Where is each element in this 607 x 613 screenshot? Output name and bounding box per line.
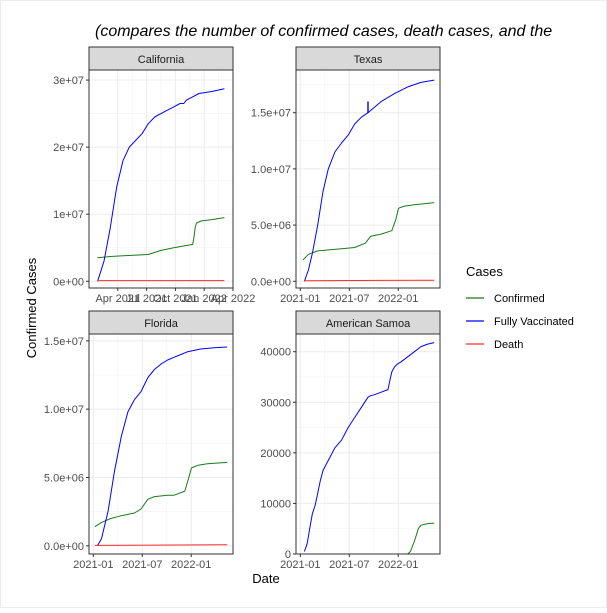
y-tick-label: 0.0e+00 bbox=[251, 276, 291, 288]
y-tick-label: 1.5e+07 bbox=[44, 336, 84, 348]
y-tick-label: 30000 bbox=[260, 397, 291, 409]
panel-title-texas: Texas bbox=[354, 54, 383, 66]
y-tick-label: 1.0e+07 bbox=[251, 164, 291, 176]
legend-entry-death: Death bbox=[466, 339, 523, 351]
series-line-confirmed-california bbox=[97, 217, 225, 259]
panel-border-texas bbox=[295, 69, 441, 289]
legend-label-death: Death bbox=[494, 339, 523, 351]
x-tick-label: Oct 2021 bbox=[153, 293, 198, 305]
x-tick-label: Apr 2021 bbox=[95, 293, 140, 305]
series-line-fully-vaccinated-california bbox=[97, 88, 225, 282]
x-tick-label: 2021-07 bbox=[329, 559, 369, 571]
x-tick-label: 2021-01 bbox=[280, 559, 320, 571]
y-tick-label: 40000 bbox=[260, 347, 291, 359]
x-tick-label: Jul 2021 bbox=[126, 293, 168, 305]
y-tick-label: 20000 bbox=[260, 448, 291, 460]
series-line-fully-vaccinated-texas bbox=[303, 79, 435, 282]
panel-title-florida: Florida bbox=[144, 318, 179, 330]
y-tick-label: 5.0e+06 bbox=[251, 220, 291, 232]
legend-entry-confirmed: Confirmed bbox=[466, 293, 545, 305]
panel-title-american-samoa: American Samoa bbox=[326, 318, 411, 330]
legend-entry-fully-vaccinated: Fully Vaccinated bbox=[466, 316, 574, 328]
legend: Cases Confirmed Fully Vaccinated Death bbox=[466, 264, 574, 351]
y-tick-label: 0.0e+00 bbox=[44, 541, 84, 553]
x-tick-label: 2022-01 bbox=[171, 559, 211, 571]
legend-label-confirmed: Confirmed bbox=[494, 293, 545, 305]
x-tick-label: Jan 2022 bbox=[182, 293, 227, 305]
x-tick-label: 2021-01 bbox=[73, 559, 113, 571]
facet-panels: California 0e+00 1e+07 2e+07 3e+07 Apr 2021Ju… bbox=[44, 46, 441, 571]
chart-title: (compares the number of confirmed cases,… bbox=[95, 23, 552, 40]
series-line-fully-vaccinated-american-samoa bbox=[303, 342, 435, 552]
y-tick-label: 1.0e+07 bbox=[44, 404, 84, 416]
y-tick-label: 5.0e+06 bbox=[44, 472, 84, 484]
series-line-confirmed-texas bbox=[302, 202, 435, 261]
panel-american-samoa: American Samoa 0 10000 20000 30000 40000 2021-… bbox=[260, 310, 441, 571]
x-tick-label: 2021-07 bbox=[329, 293, 369, 305]
x-tick-label: 2022-01 bbox=[378, 559, 418, 571]
y-tick-label: 3e+07 bbox=[53, 75, 84, 87]
panel-border-american-samoa bbox=[295, 333, 441, 555]
y-tick-label: 0e+00 bbox=[53, 276, 84, 288]
series-line-death-texas bbox=[304, 279, 435, 282]
x-tick-label: 2021-07 bbox=[122, 559, 162, 571]
series-line-death-florida bbox=[94, 544, 228, 546]
x-tick-label: 2021-01 bbox=[280, 293, 320, 305]
panel-california: California 0e+00 1e+07 2e+07 3e+07 Apr 2021Ju… bbox=[53, 46, 256, 305]
plot-area-florida bbox=[89, 334, 233, 554]
x-tick-label: Apr 2022 bbox=[211, 293, 256, 305]
x-axis-label: Date bbox=[252, 571, 279, 586]
y-tick-label: 1e+07 bbox=[53, 209, 84, 221]
plot-area-american-samoa bbox=[296, 334, 440, 554]
panel-title-california: California bbox=[138, 54, 185, 66]
x-tick-label: 2022-01 bbox=[378, 293, 418, 305]
series-line-fully-vaccinated-florida bbox=[96, 346, 228, 547]
y-tick-label: 1.5e+07 bbox=[251, 108, 291, 120]
y-tick-label: 10000 bbox=[260, 498, 291, 510]
panel-texas: Texas 0.0e+00 5.0e+06 1.0e+07 1.5e+07 2021-01… bbox=[251, 46, 441, 305]
y-tick-label: 2e+07 bbox=[53, 142, 84, 154]
panel-border-california bbox=[88, 69, 234, 289]
panel-border-florida bbox=[88, 333, 234, 555]
legend-label-fully-vaccinated: Fully Vaccinated bbox=[494, 316, 574, 328]
panel-florida: Florida 0.0e+00 5.0e+06 1.0e+07 1.5e+07 2021-… bbox=[44, 310, 234, 571]
series-line-confirmed-florida bbox=[94, 461, 228, 528]
legend-title: Cases bbox=[466, 264, 503, 279]
y-tick-label: 0 bbox=[285, 549, 291, 561]
y-axis-label: Confirmed Cases bbox=[24, 257, 39, 358]
